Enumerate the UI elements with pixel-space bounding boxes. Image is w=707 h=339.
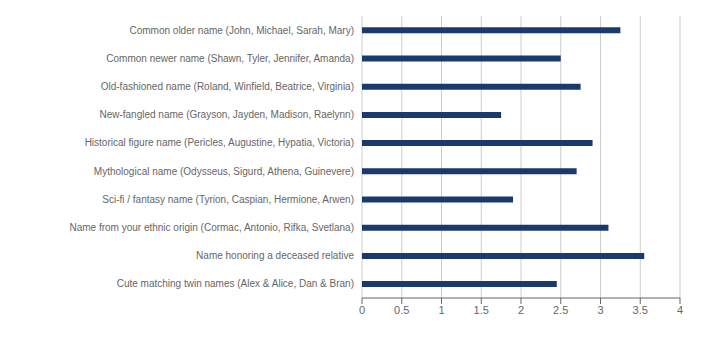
svg-text:Cute matching twin names (Alex: Cute matching twin names (Alex & Alice, … <box>117 278 354 289</box>
svg-text:Name honoring a deceased relat: Name honoring a deceased relative <box>196 250 354 261</box>
svg-text:3: 3 <box>597 304 603 316</box>
svg-text:Sci-fi / fantasy name (Tyrion,: Sci-fi / fantasy name (Tyrion, Caspian, … <box>102 194 354 205</box>
svg-text:Name from your ethnic origin (: Name from your ethnic origin (Cormac, An… <box>69 222 354 233</box>
svg-text:New-fangled name (Grayson, Jay: New-fangled name (Grayson, Jayden, Madis… <box>99 109 354 120</box>
svg-text:3.5: 3.5 <box>633 304 648 316</box>
svg-text:Mythological name (Odysseus, S: Mythological name (Odysseus, Sigurd, Ath… <box>94 166 354 177</box>
svg-text:1: 1 <box>438 304 444 316</box>
svg-text:2: 2 <box>518 304 524 316</box>
svg-text:1.5: 1.5 <box>474 304 489 316</box>
svg-text:0.5: 0.5 <box>394 304 409 316</box>
svg-text:Old-fashioned name (Roland, Wi: Old-fashioned name (Roland, Winfield, Be… <box>101 81 354 92</box>
svg-text:Common older name (John, Micha: Common older name (John, Michael, Sarah,… <box>129 25 354 36</box>
svg-text:2.5: 2.5 <box>553 304 568 316</box>
svg-text:4: 4 <box>677 304 683 316</box>
svg-text:Historical figure name (Pericl: Historical figure name (Pericles, August… <box>85 137 354 148</box>
svg-text:Common newer name (Shawn, Tyle: Common newer name (Shawn, Tyler, Jennife… <box>106 53 354 64</box>
svg-text:0: 0 <box>359 304 365 316</box>
